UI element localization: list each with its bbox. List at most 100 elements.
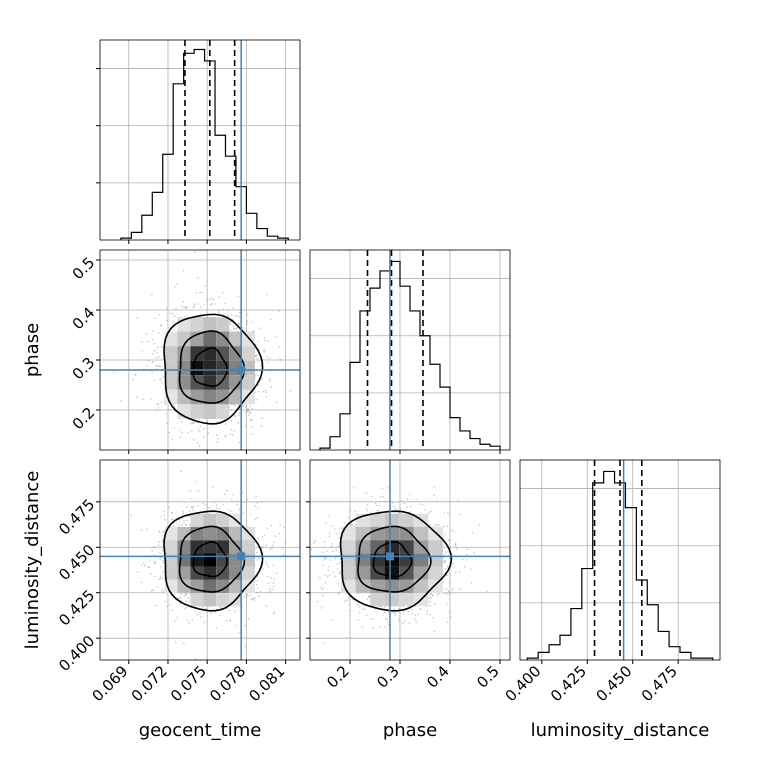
density-cell <box>164 375 178 390</box>
density-cell <box>216 375 230 390</box>
sample-point <box>261 500 263 503</box>
sample-point <box>151 550 153 552</box>
sample-point <box>226 620 228 622</box>
sample-point <box>323 541 326 543</box>
contour-level-3 <box>163 510 264 612</box>
sample-point <box>222 503 224 506</box>
sample-point <box>136 396 138 398</box>
sample-point <box>245 330 248 332</box>
density-cell <box>203 404 217 419</box>
sample-point <box>178 429 181 432</box>
sample-point <box>452 562 454 565</box>
sample-point <box>165 412 167 415</box>
sample-point <box>270 577 272 579</box>
sample-point <box>183 522 185 524</box>
sample-point <box>257 575 260 577</box>
sample-point <box>452 566 455 568</box>
sample-point <box>202 502 204 505</box>
sample-point <box>369 618 372 620</box>
sample-point <box>234 315 236 317</box>
density-cell <box>203 331 217 347</box>
sample-point <box>153 575 156 578</box>
sample-point <box>163 591 165 593</box>
density-cell <box>242 389 255 405</box>
sample-point <box>185 606 187 609</box>
sample-point <box>378 504 381 507</box>
sample-point <box>153 379 156 382</box>
sample-point <box>136 317 139 319</box>
sample-point <box>459 571 461 573</box>
sample-point <box>195 292 198 294</box>
sample-point <box>154 563 157 565</box>
sample-point <box>206 298 209 301</box>
sample-point <box>229 329 232 331</box>
sample-point <box>239 312 241 314</box>
sample-point <box>173 315 176 317</box>
sample-point <box>398 620 401 623</box>
sample-point <box>320 586 323 589</box>
sample-point <box>368 595 371 598</box>
sample-point <box>151 330 154 332</box>
sample-point <box>158 356 160 358</box>
sample-point <box>248 412 251 414</box>
sample-point <box>169 312 172 315</box>
sample-point <box>281 548 284 550</box>
sample-point <box>185 306 188 308</box>
sample-point <box>193 303 196 306</box>
sample-point <box>329 574 331 576</box>
sample-point <box>255 583 258 586</box>
sample-point <box>473 552 476 554</box>
sample-point <box>254 505 257 507</box>
sample-point <box>184 306 186 309</box>
sample-point <box>268 588 271 590</box>
contour-level-3 <box>163 313 264 425</box>
sample-point <box>432 595 434 597</box>
density-cell <box>203 593 217 607</box>
sample-point <box>361 626 364 628</box>
density-cell <box>164 360 178 376</box>
sample-point <box>166 307 169 310</box>
sample-point <box>332 550 334 553</box>
sample-point <box>438 524 440 527</box>
sample-point <box>272 564 274 567</box>
sample-point <box>257 384 260 386</box>
sample-point <box>192 505 195 507</box>
sample-point <box>172 328 175 331</box>
sample-point <box>273 612 275 615</box>
sample-point <box>257 390 260 393</box>
sample-point <box>244 625 247 627</box>
sample-point <box>278 346 281 348</box>
sample-point <box>203 621 206 624</box>
sample-point <box>336 563 338 566</box>
sample-point <box>266 293 269 296</box>
sample-point <box>238 414 240 416</box>
sample-point <box>433 486 436 488</box>
density-cell <box>229 579 243 593</box>
sample-point <box>374 502 377 505</box>
sample-point <box>365 492 368 494</box>
sample-point <box>429 524 431 526</box>
sample-point <box>210 303 213 305</box>
density-cell <box>177 331 191 347</box>
sample-point <box>148 566 150 568</box>
sample-point <box>189 510 191 512</box>
density-cell <box>190 346 204 361</box>
sample-point <box>426 610 429 612</box>
sample-point <box>174 620 176 623</box>
sample-point <box>392 612 395 614</box>
sample-point <box>443 525 445 528</box>
sample-point <box>153 349 156 352</box>
sample-point <box>199 425 202 428</box>
sample-point <box>176 282 179 285</box>
sample-point <box>274 535 277 537</box>
density-cell <box>229 346 243 361</box>
sample-point <box>224 302 227 305</box>
sample-point <box>411 613 414 615</box>
sample-point <box>200 306 202 308</box>
sample-point <box>426 613 428 615</box>
density-cell <box>216 526 230 541</box>
sample-point <box>155 409 158 411</box>
sample-point <box>227 309 229 311</box>
sample-point <box>148 559 151 561</box>
sample-point <box>272 582 275 584</box>
